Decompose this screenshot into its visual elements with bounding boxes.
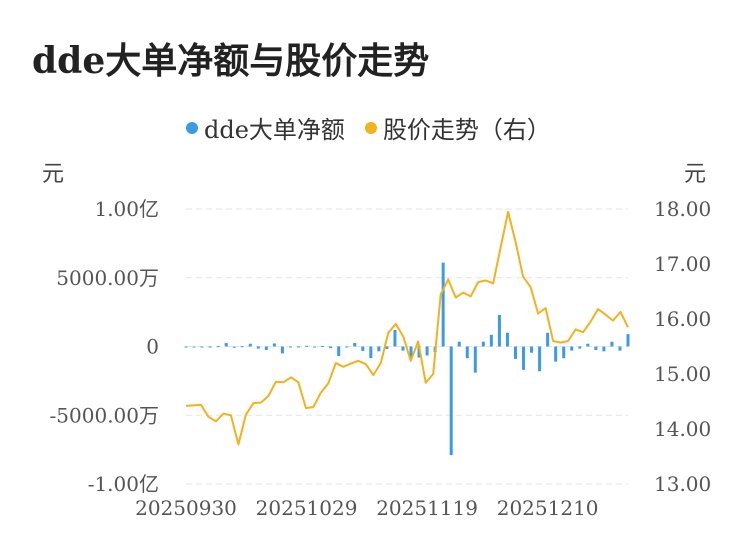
legend-item-dde[interactable]: dde大单净额 [186,110,345,145]
dde-bar [377,346,381,352]
dde-bar [481,341,485,347]
dde-bar [184,346,188,348]
dde-bar [232,346,236,348]
dde-bar [264,346,268,350]
dde-bar [240,346,244,348]
dde-bar [345,346,349,348]
x-tick-label: 20251119 [376,496,478,520]
dde-bar [538,346,542,372]
legend-dot-price [364,121,377,134]
left-tick-label: 5000.00万 [56,266,159,290]
dde-bar [570,346,574,351]
dde-bar [216,346,220,348]
legend-item-price[interactable]: 股价走势（右） [364,110,551,145]
right-tick-label: 16.00 [654,307,711,331]
dde-bar [626,334,630,347]
dde-bar [321,345,325,347]
right-tick-label: 17.00 [654,252,711,276]
dde-bar [441,262,445,347]
dde-bar [610,341,614,347]
left-axis-ticks: 1.00亿 5000.00万 0 -5000.00万 -1.00亿 [50,197,159,496]
dde-bar [192,346,196,348]
dde-bar [594,346,598,350]
dde-bar [272,343,276,347]
legend-dot-dde [186,121,198,134]
dde-bar [297,346,301,348]
left-axis-unit: 元 [42,162,65,187]
right-tick-label: 15.00 [654,362,711,386]
x-tick-label: 20251029 [256,496,358,520]
right-tick-label: 18.00 [654,197,711,221]
bar-series-dde [184,262,630,456]
left-tick-label: 1.00亿 [94,197,159,221]
dde-bar [305,345,309,347]
right-axis-unit: 元 [684,162,707,187]
right-tick-label: 14.00 [654,417,711,441]
dde-bar [353,342,357,347]
x-tick-label: 20251210 [497,496,599,520]
chart-title: dde大单净额与股价走势 [32,40,430,82]
dde-bar [313,346,317,348]
legend-label-dde: dde大单净额 [204,116,345,144]
dde-bar [473,346,477,373]
dde-bar [288,346,292,348]
x-tick-label: 20250930 [135,496,237,520]
dde-bar [586,343,590,347]
dde-bar [329,346,333,349]
right-axis-ticks: 18.00 17.00 16.00 15.00 14.00 13.00 [654,197,711,496]
price-line [185,210,629,446]
dde-bar [602,346,606,352]
dde-bar [337,346,341,357]
dde-bar [369,346,373,359]
dde-bar [393,330,397,347]
dde-bar [530,346,534,353]
dde-bar [449,346,453,456]
left-tick-label: -1.00亿 [88,472,159,496]
dde-bar [457,341,461,347]
dde-bar [224,343,228,347]
dde-bar [361,346,365,351]
dde-bar [513,346,517,359]
dde-bar [618,346,622,351]
chart-legend: dde大单净额 股价走势（右） [186,110,571,145]
dde-bar [522,346,526,370]
dde-bar [256,346,260,349]
left-tick-label: -5000.00万 [50,403,159,427]
dde-bar [546,332,550,347]
line-series-price [185,210,629,446]
dde-bar [489,334,493,347]
dde-bar [554,346,558,362]
dde-bar [409,346,413,360]
dde-bar [425,346,429,356]
left-tick-label: 0 [146,335,159,359]
dde-bar [465,346,469,359]
dde-bar [562,346,566,359]
x-axis-ticks: 20250930 20251029 20251119 20251210 [135,496,598,520]
right-tick-label: 13.00 [654,472,711,496]
dde-bar [208,346,212,348]
dde-bar [280,346,284,354]
dde-bar [505,332,509,347]
dde-bar [385,346,389,349]
legend-label-price: 股价走势（右） [382,116,551,144]
dde-bar [401,346,405,351]
dde-bar [200,346,204,348]
dde-bar [248,343,252,347]
dde-bar [417,346,421,358]
dde-bar [578,346,582,349]
dde-bar [497,314,501,347]
